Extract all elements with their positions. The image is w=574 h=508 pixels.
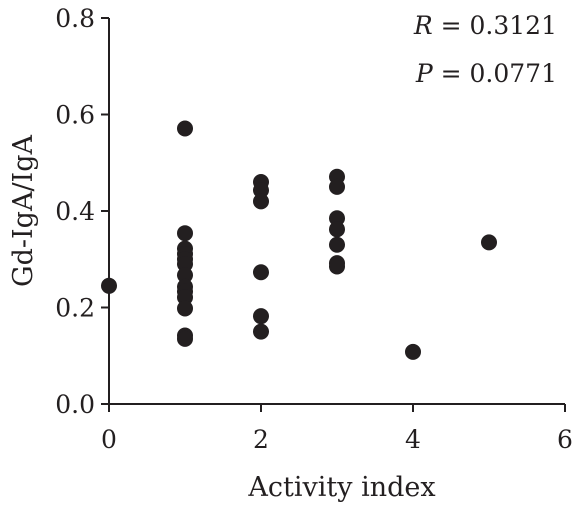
data-point — [177, 300, 193, 317]
y-tick-label: 0.4 — [55, 197, 95, 226]
data-point — [253, 323, 269, 340]
data-point — [177, 330, 193, 347]
p-symbol: P — [415, 59, 434, 88]
data-point — [405, 343, 421, 360]
x-tick-label: 0 — [101, 425, 117, 454]
r-symbol: R — [413, 11, 433, 40]
data-point — [481, 234, 497, 251]
r-value: = 0.3121 — [433, 11, 557, 40]
data-points — [101, 120, 497, 360]
data-point — [253, 264, 269, 281]
y-tick-label: 0.2 — [55, 294, 95, 323]
data-point — [329, 236, 345, 253]
r-annotation: R = 0.3121 — [413, 11, 557, 40]
x-ticks: 0 2 4 6 — [101, 404, 573, 454]
y-ticks: 0.0 0.2 0.4 0.6 0.8 — [55, 4, 109, 419]
data-point — [177, 267, 193, 284]
y-tick-label: 0.8 — [55, 4, 95, 33]
x-axis-title: Activity index — [247, 472, 435, 503]
data-point — [329, 221, 345, 238]
x-tick-label: 4 — [405, 425, 421, 454]
data-point — [253, 193, 269, 210]
data-point — [329, 258, 345, 275]
x-tick-label: 6 — [557, 425, 573, 454]
data-point — [177, 225, 193, 242]
y-tick-label: 0.0 — [55, 390, 95, 419]
data-point — [177, 120, 193, 137]
y-axis-title: Gd-IgA/IgA — [8, 135, 39, 287]
data-point — [253, 182, 269, 199]
data-point — [101, 277, 117, 294]
data-point — [253, 308, 269, 325]
x-tick-label: 2 — [253, 425, 269, 454]
data-point — [177, 256, 193, 273]
p-value: = 0.0771 — [433, 59, 557, 88]
data-point — [329, 210, 345, 227]
data-point — [177, 289, 193, 306]
y-tick-label: 0.6 — [55, 101, 95, 130]
data-point — [329, 178, 345, 195]
p-annotation: P = 0.0771 — [415, 59, 557, 88]
